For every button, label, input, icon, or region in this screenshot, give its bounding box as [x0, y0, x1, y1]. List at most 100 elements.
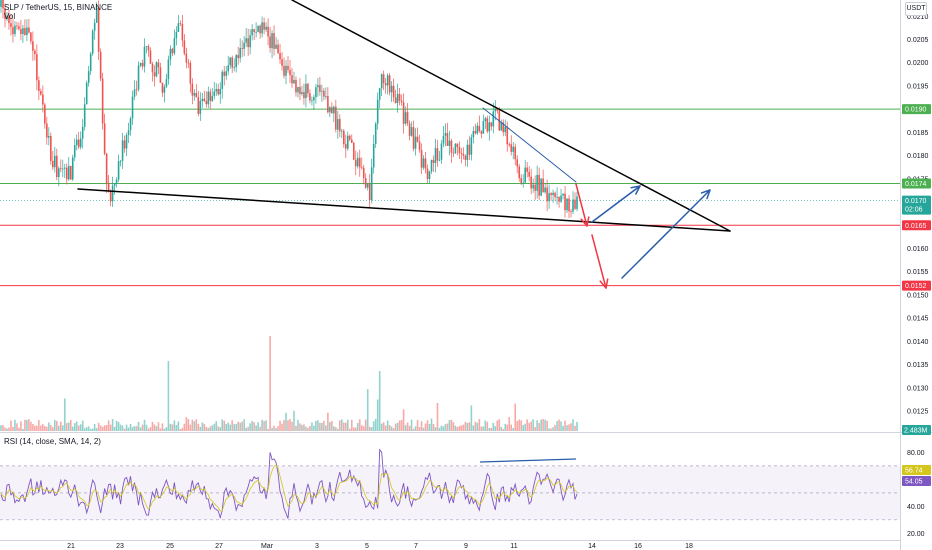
- time-axis[interactable]: 21 23 25 27 Mar 3 5 7 9 11 14 16 18: [0, 540, 900, 550]
- volume-bar: [339, 420, 341, 431]
- volume-bar: [317, 420, 319, 431]
- candle-body: [209, 91, 212, 101]
- volume-bar: [103, 425, 106, 431]
- level-price-tag: 0.0174: [902, 178, 931, 189]
- rsi-ma-line: [0, 464, 578, 512]
- price-tick-label: 0.0195: [907, 83, 929, 90]
- volume-bar: [61, 425, 64, 431]
- candle-body: [438, 159, 441, 161]
- volume-bar: [241, 421, 243, 431]
- volume-bar: [562, 425, 564, 431]
- candle-body: [213, 91, 216, 96]
- candle-body: [103, 123, 106, 154]
- volume-bar: [406, 422, 409, 431]
- volume-bar: [400, 419, 403, 431]
- rsi-tick-label: 80.00: [907, 450, 925, 457]
- volume-bar: [147, 428, 150, 431]
- currency-badge[interactable]: USDT: [905, 2, 927, 16]
- candle-body: [434, 148, 437, 163]
- volume-bar: [277, 426, 279, 431]
- candle-body: [354, 159, 357, 167]
- candle-body: [299, 87, 301, 95]
- volume-bar: [79, 424, 82, 431]
- volume-bar: [462, 424, 465, 431]
- volume-bar: [249, 423, 251, 431]
- volume-bar: [217, 426, 220, 431]
- volume-bar: [22, 428, 24, 431]
- volume-bar: [32, 423, 34, 431]
- down-arrow-1: [575, 183, 588, 227]
- volume-bar: [101, 426, 104, 431]
- candle-body: [63, 167, 66, 169]
- candle-body: [572, 199, 574, 212]
- candle-body: [199, 100, 202, 114]
- volume-bar: [500, 427, 503, 431]
- volume-bar: [442, 426, 445, 431]
- candle-body: [40, 91, 42, 95]
- volume-bar: [235, 423, 237, 431]
- candle-body: [327, 96, 329, 113]
- price-axis[interactable]: 0.0125 0.0130 0.0135 0.0140 0.0145 0.0150 0.01…: [907, 14, 929, 416]
- volume-bar: [225, 423, 228, 431]
- volume-bar: [524, 423, 526, 431]
- candle-body: [85, 82, 88, 105]
- volume-bar: [466, 423, 469, 431]
- volume-bar: [4, 427, 6, 431]
- candle-body: [225, 71, 228, 76]
- up-arrow-1: [591, 185, 641, 223]
- svg-text:0.0174: 0.0174: [905, 181, 927, 188]
- volume-bar: [484, 420, 487, 431]
- candle-body: [416, 136, 419, 142]
- volume-bar: [30, 421, 32, 431]
- candle-body: [56, 155, 58, 177]
- candle-body: [494, 109, 497, 112]
- candle-body: [460, 153, 463, 154]
- candle-body: [492, 111, 495, 127]
- volume-bar: [321, 422, 323, 431]
- candle-body: [378, 88, 381, 100]
- volume-bar: [87, 426, 90, 431]
- volume-bar: [350, 419, 353, 431]
- candle-body: [398, 93, 401, 101]
- volume-bar: [77, 425, 80, 431]
- candle-body: [149, 50, 152, 64]
- candle-body: [528, 171, 530, 177]
- candle-body: [534, 184, 536, 191]
- volume-bar: [6, 428, 8, 431]
- volume-bar: [468, 422, 471, 431]
- volume-bar: [540, 419, 542, 431]
- candle-body: [554, 192, 556, 198]
- candle-body: [402, 102, 405, 124]
- volume-bar: [291, 421, 293, 431]
- candle-body: [412, 127, 415, 149]
- volume-bar: [368, 426, 371, 431]
- candle-body: [125, 135, 128, 149]
- candle-body: [52, 160, 54, 168]
- candle-body: [538, 174, 540, 196]
- candlestick-series: [0, 0, 578, 219]
- volume-bar: [97, 422, 100, 431]
- candle-body: [518, 166, 521, 179]
- level-price-tag: 0.0190: [902, 104, 931, 115]
- candle-body: [458, 147, 461, 154]
- volume-bar: [69, 420, 72, 431]
- candle-body: [462, 153, 465, 156]
- volume-bar: [109, 424, 112, 431]
- price-tick-label: 0.0125: [907, 409, 929, 416]
- volume-bar: [454, 425, 457, 431]
- candle-body: [163, 86, 166, 93]
- volume-bar: [257, 422, 259, 431]
- volume-bar: [472, 425, 475, 431]
- candle-body: [119, 160, 122, 162]
- candle-body: [50, 136, 52, 161]
- candle-body: [295, 79, 297, 93]
- volume-bar: [504, 423, 507, 431]
- volume-bar: [392, 428, 395, 431]
- volume-bar: [544, 419, 546, 431]
- candle-body: [464, 155, 467, 160]
- candle-body: [16, 25, 18, 27]
- candle-body: [183, 40, 186, 54]
- candle-body: [311, 100, 313, 102]
